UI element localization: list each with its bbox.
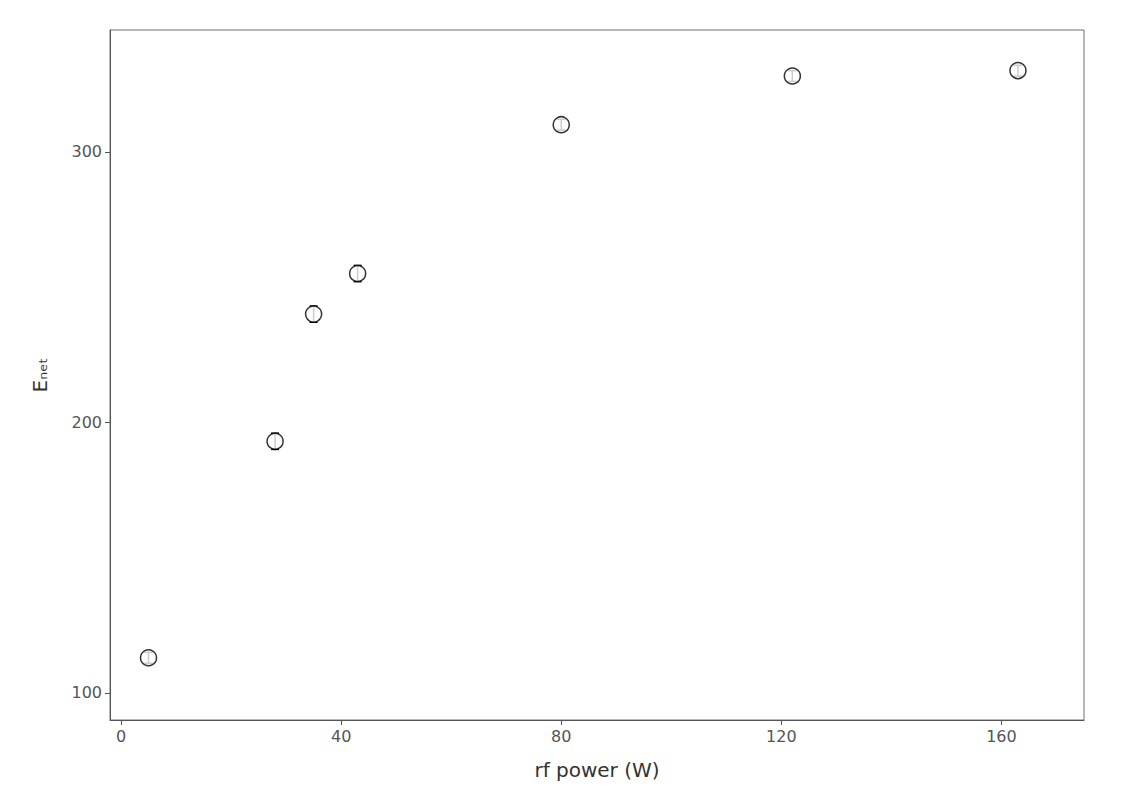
svg-text:200: 200 xyxy=(71,413,102,432)
svg-text:300: 300 xyxy=(71,142,102,161)
svg-text:160: 160 xyxy=(986,727,1017,746)
svg-text:0: 0 xyxy=(116,727,126,746)
svg-text:Eₙₑₜ: Eₙₑₜ xyxy=(28,358,52,393)
svg-text:120: 120 xyxy=(766,727,797,746)
svg-text:100: 100 xyxy=(71,683,102,702)
svg-text:40: 40 xyxy=(331,727,351,746)
svg-text:80: 80 xyxy=(551,727,571,746)
svg-text:rf power (W): rf power (W) xyxy=(534,758,659,782)
